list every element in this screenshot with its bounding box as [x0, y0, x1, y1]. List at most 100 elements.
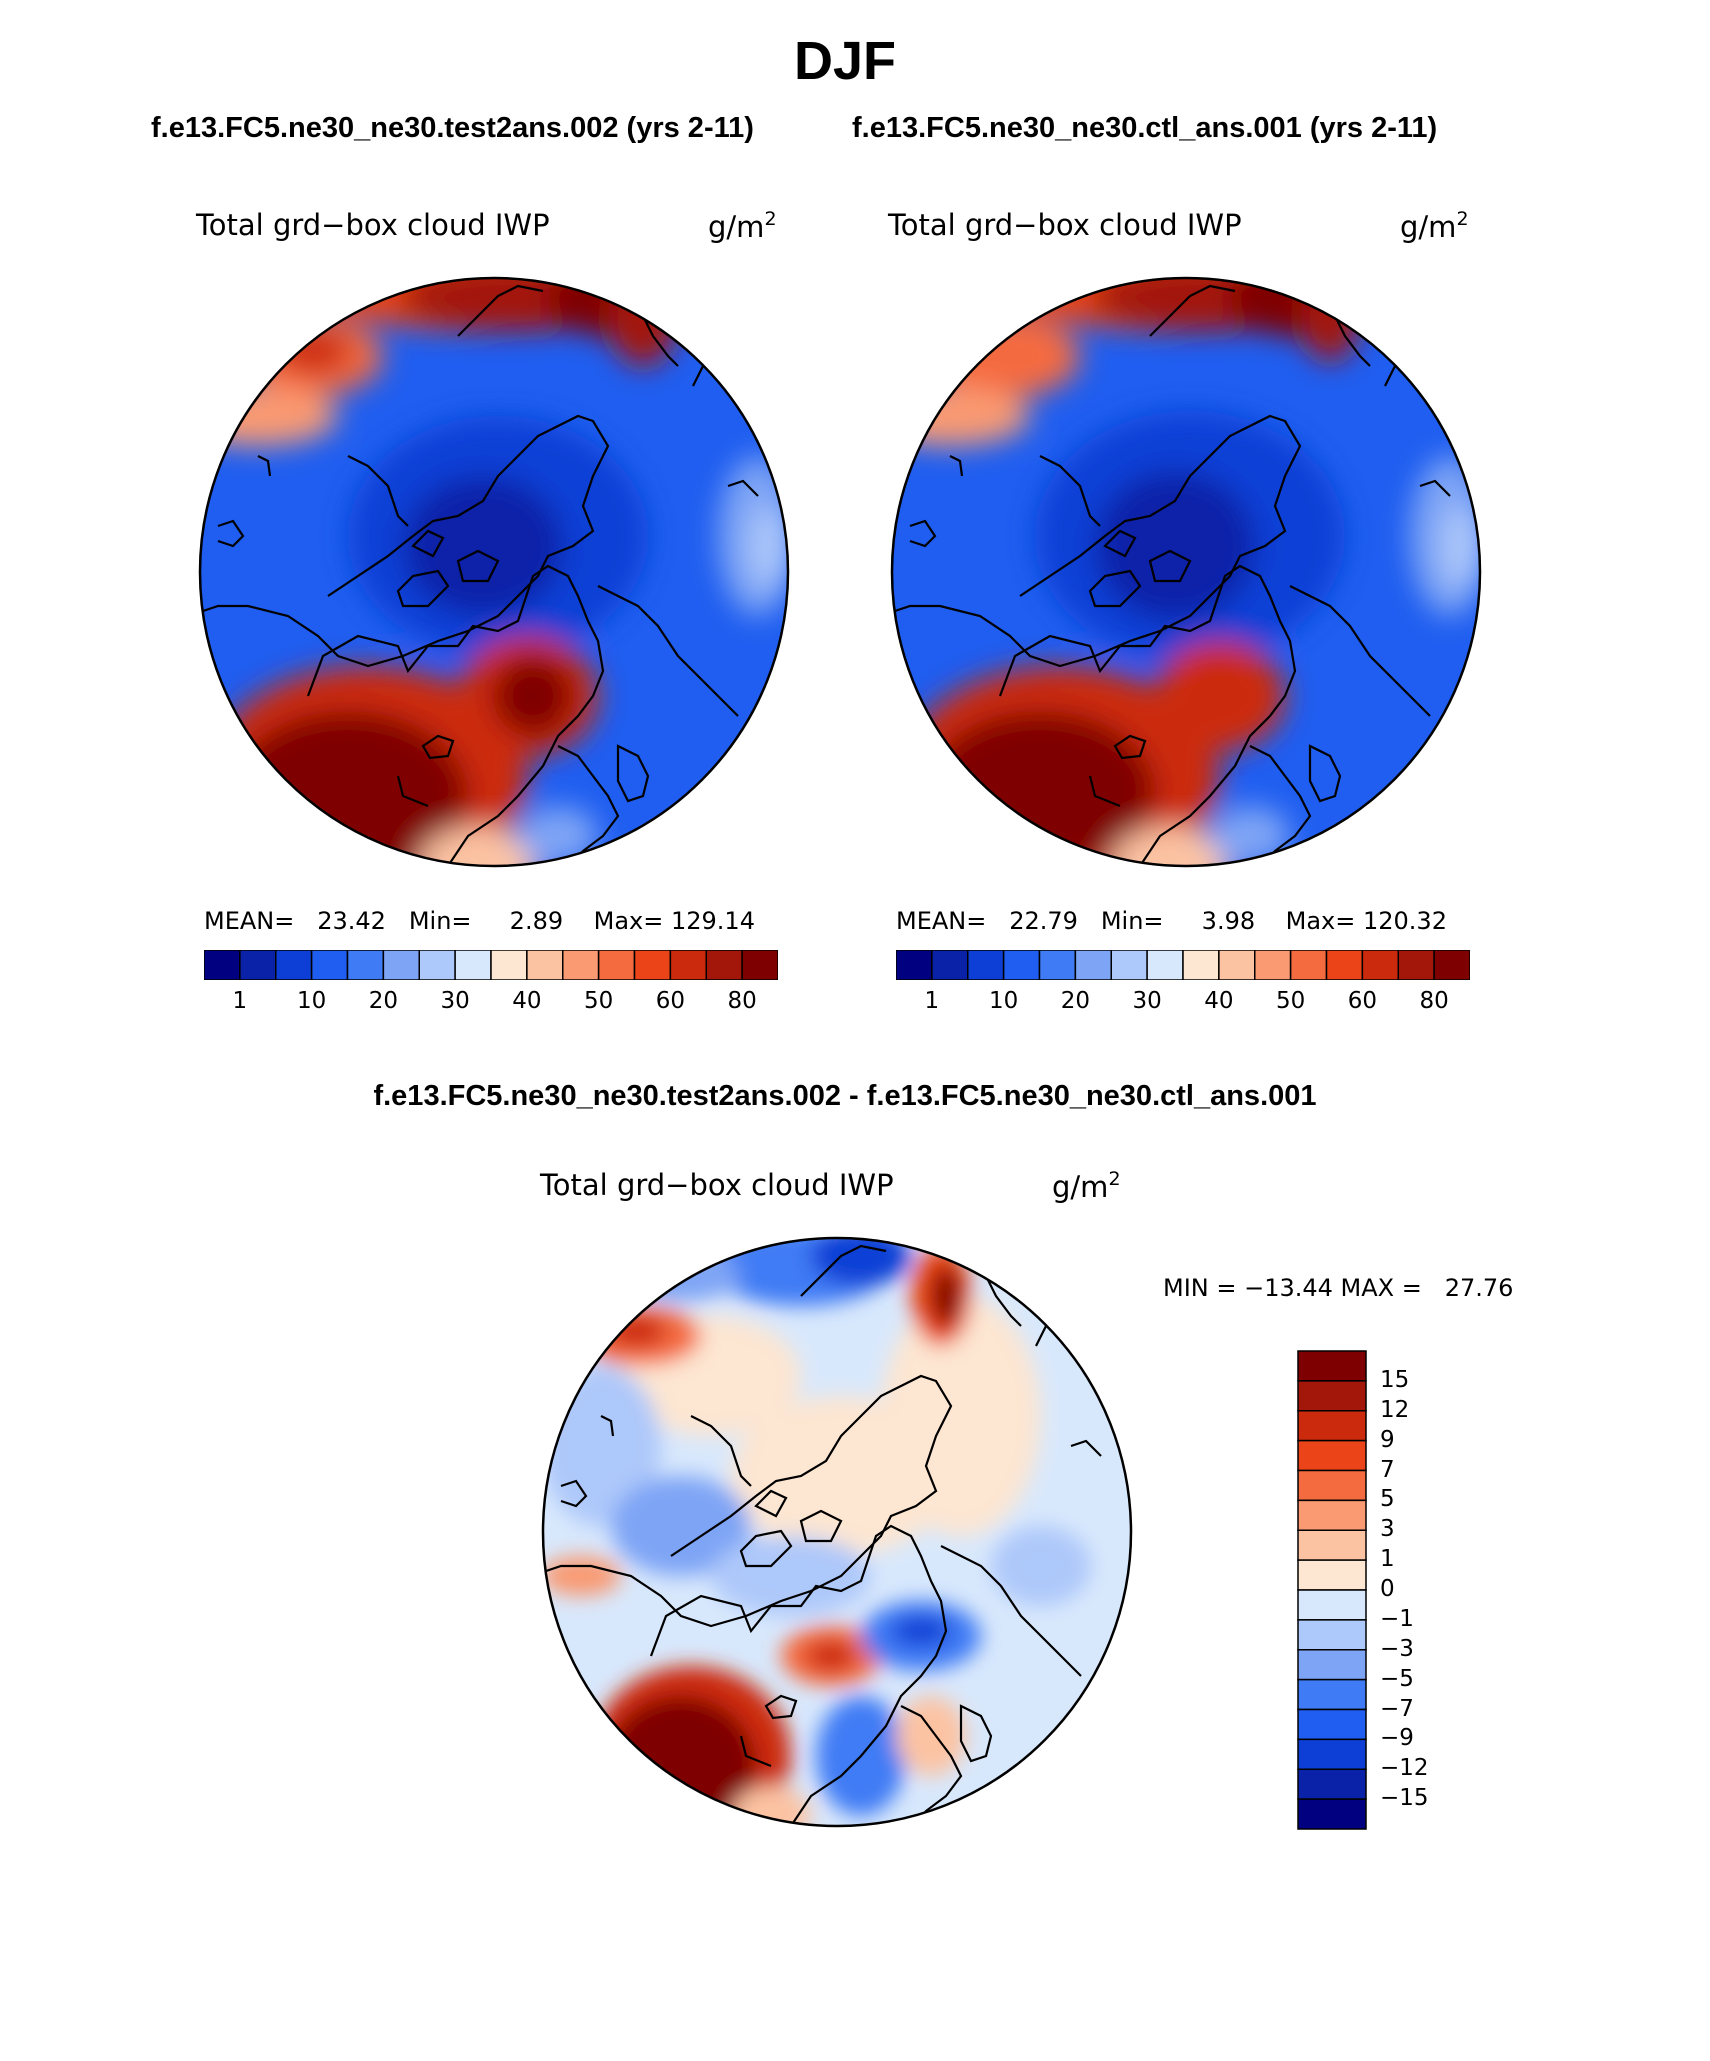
panel2-colorbar-tick-label: 30: [1132, 988, 1162, 1014]
panel2-colorbar-swatch: [1182, 950, 1220, 980]
difference-colorbar-swatch: [1297, 1469, 1367, 1502]
panel2-colorbar-swatch: [1361, 950, 1399, 980]
difference-colorbar-tick-label: −9: [1380, 1725, 1414, 1752]
panel1-colorbar-swatch: [382, 950, 420, 980]
panel1-colorbar-swatch: [597, 950, 636, 980]
panel1-colorbar-tick-label: 10: [296, 988, 327, 1014]
difference-title: f.e13.FC5.ne30_ne30.test2ans.002 - f.e13…: [373, 1080, 1317, 1112]
panel2-colorbar: [896, 950, 1470, 980]
panel2-colorbar-swatch: [1110, 950, 1148, 980]
panel1-colorbar-tick-label: 80: [727, 988, 757, 1014]
panel2-colorbar-swatch: [1038, 950, 1077, 980]
panel1-colorbar-swatch: [562, 950, 600, 980]
difference-colorbar-tick-label: 5: [1380, 1486, 1395, 1513]
panel1-variable-label: Total grd−box cloud IWP: [196, 208, 550, 242]
difference-colorbar-swatch: [1297, 1768, 1367, 1800]
difference-colorbar-swatch: [1297, 1589, 1367, 1621]
panel2-colorbar-tick-label: 50: [1275, 988, 1306, 1014]
difference-colorbar-tick-label: −3: [1380, 1635, 1414, 1662]
difference-colorbar-ticks: 15 12 9 7 5 3 1 0 −1 −3 −5 −7 −9 −12 −15: [1380, 1350, 1460, 1830]
panel2-stats: MEAN= 22.79 Min= 3.98 Max= 120.32: [896, 907, 1447, 935]
difference-colorbar-tick-label: −1: [1380, 1605, 1414, 1632]
panel1-colorbar-swatch: [633, 950, 672, 980]
panel2-colorbar-swatch: [1325, 950, 1364, 980]
panel2-colorbar-ticks: 1 10 20 30 40 50 60 80: [896, 988, 1470, 1018]
difference-colorbar-tick-label: 7: [1380, 1456, 1395, 1483]
difference-colorbar: [1297, 1350, 1367, 1830]
panel1-stats: MEAN= 23.42 Min= 2.89 Max= 129.14: [204, 907, 755, 935]
panel2-colorbar-swatch: [896, 950, 933, 980]
difference-colorbar-tick-label: −15: [1380, 1785, 1429, 1812]
difference-colorbar-swatch: [1297, 1499, 1367, 1531]
panel2-colorbar-tick-label: 40: [1204, 988, 1234, 1014]
panel1-units: g/m2: [708, 208, 777, 244]
difference-colorbar-swatch: [1297, 1619, 1367, 1651]
panel2-colorbar-swatch: [967, 950, 1005, 980]
difference-colorbar-tick-label: −12: [1380, 1755, 1429, 1782]
difference-colorbar-tick-label: 12: [1380, 1396, 1410, 1423]
panel2-colorbar-swatch: [931, 950, 969, 980]
panel1-colorbar-swatch: [490, 950, 528, 980]
difference-colorbar-swatch: [1297, 1529, 1367, 1561]
panel1-colorbar-swatch: [418, 950, 456, 980]
panel2-colorbar-tick-label: 60: [1347, 988, 1378, 1014]
panel1-colorbar-tick-label: 60: [655, 988, 686, 1014]
difference-colorbar-swatch: [1297, 1798, 1367, 1830]
panel2-polar-map: [890, 276, 1482, 868]
panel2-colorbar-swatch: [1254, 950, 1292, 980]
panel2-colorbar-tick-label: 80: [1419, 988, 1449, 1014]
difference-colorbar-swatch: [1297, 1439, 1367, 1472]
panel2-colorbar-swatch: [1433, 950, 1470, 980]
panel1-colorbar-swatch: [526, 950, 564, 980]
panel1-colorbar-tick-label: 20: [368, 988, 399, 1014]
panel1-colorbar-tick-label: 40: [512, 988, 542, 1014]
panel3-minmax: MIN = −13.44 MAX = 27.76: [1163, 1274, 1514, 1302]
panel1-colorbar-tick-label: 1: [232, 988, 248, 1014]
panel2-units: g/m2: [1400, 208, 1469, 244]
difference-colorbar-tick-label: −5: [1380, 1665, 1414, 1692]
panel1-colorbar-swatch: [346, 950, 385, 980]
panel1-colorbar-tick-label: 30: [440, 988, 470, 1014]
panel3-variable-label: Total grd−box cloud IWP: [540, 1168, 894, 1202]
difference-colorbar-tick-label: 1: [1380, 1546, 1395, 1573]
panel1-colorbar-tick-label: 50: [583, 988, 614, 1014]
difference-colorbar-swatch: [1297, 1708, 1367, 1741]
difference-colorbar-swatch: [1297, 1649, 1367, 1681]
panel1-colorbar-swatch: [669, 950, 707, 980]
panel2-variable-label: Total grd−box cloud IWP: [888, 208, 1242, 242]
difference-colorbar-tick-label: 9: [1380, 1426, 1395, 1453]
panel2-colorbar-swatch: [1397, 950, 1435, 980]
difference-colorbar-swatch: [1297, 1678, 1367, 1711]
panel2-colorbar-swatch: [1218, 950, 1256, 980]
panel1-colorbar: [204, 950, 778, 980]
difference-colorbar-swatch: [1297, 1350, 1367, 1382]
panel1-colorbar-swatch: [239, 950, 277, 980]
control-case-title: f.e13.FC5.ne30_ne30.ctl_ans.001 (yrs 2-1…: [852, 112, 1438, 144]
panel3-units: g/m2: [1052, 1168, 1121, 1204]
difference-colorbar-swatch: [1297, 1738, 1367, 1770]
panel1-colorbar-swatch: [310, 950, 349, 980]
panel2-colorbar-swatch: [1289, 950, 1328, 980]
panel1-colorbar-swatch: [275, 950, 313, 980]
main-title: DJF: [793, 31, 896, 91]
panel2-colorbar-swatch: [1146, 950, 1184, 980]
difference-colorbar-tick-label: 15: [1380, 1366, 1410, 1393]
difference-colorbar-swatch: [1297, 1559, 1367, 1591]
difference-colorbar-swatch: [1297, 1410, 1367, 1442]
panel1-colorbar-swatch: [705, 950, 743, 980]
panel1-colorbar-swatch: [454, 950, 492, 980]
panel1-colorbar-swatch: [741, 950, 778, 980]
panel2-colorbar-tick-label: 1: [924, 988, 940, 1014]
panel2-colorbar-tick-label: 10: [988, 988, 1019, 1014]
difference-colorbar-tick-label: −7: [1380, 1695, 1414, 1722]
panel2-colorbar-swatch: [1074, 950, 1112, 980]
test-case-title: f.e13.FC5.ne30_ne30.test2ans.002 (yrs 2-…: [151, 112, 754, 144]
difference-polar-map: [541, 1236, 1133, 1828]
panel2-colorbar-swatch: [1002, 950, 1041, 980]
difference-colorbar-tick-label: 3: [1380, 1516, 1395, 1543]
panel1-polar-map: [198, 276, 790, 868]
panel1-colorbar-ticks: 1 10 20 30 40 50 60 80: [204, 988, 778, 1018]
panel1-colorbar-swatch: [204, 950, 241, 980]
difference-colorbar-tick-label: 0: [1380, 1576, 1395, 1602]
panel2-colorbar-tick-label: 20: [1060, 988, 1091, 1014]
